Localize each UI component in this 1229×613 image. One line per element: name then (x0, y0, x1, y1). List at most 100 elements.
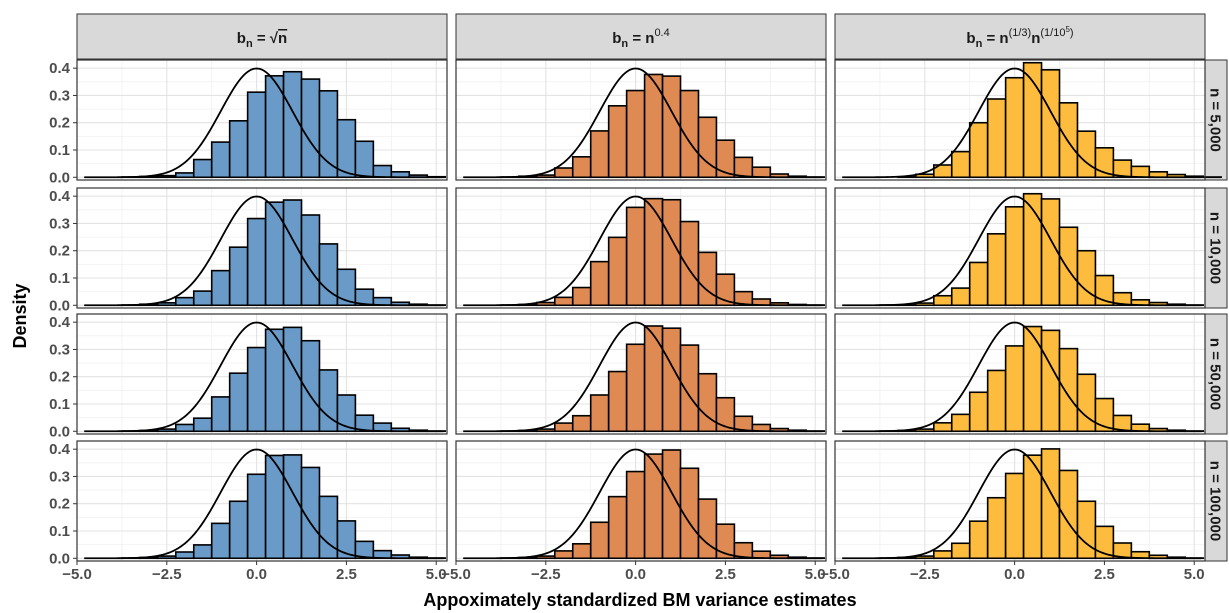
y-tick-label: 0.4 (49, 441, 71, 458)
histogram-bar (715, 273, 736, 307)
histogram-bar (589, 130, 610, 179)
panel-border (76, 440, 448, 562)
histogram-bar (174, 172, 195, 179)
histogram-bar (625, 470, 646, 560)
panel (455, 187, 827, 309)
panel (76, 440, 448, 562)
histogram-bar (192, 417, 213, 433)
x-tick-label: 0.0 (246, 566, 267, 583)
y-tick-label: 0.0 (49, 297, 70, 314)
panel-border (76, 313, 448, 435)
normal-density-curve (842, 321, 1202, 433)
histogram-bar (679, 220, 700, 307)
x-tick-label: −2.5 (531, 566, 561, 583)
histogram-bar (1112, 414, 1133, 433)
histogram-bar (318, 90, 339, 179)
panel (834, 187, 1206, 309)
y-tick-label: 0.4 (49, 188, 71, 205)
histogram-bar (679, 344, 700, 433)
y-tick-label: 0.2 (49, 496, 70, 513)
histogram-bar (553, 296, 574, 307)
y-tick-label: 0.1 (49, 523, 70, 540)
strip-sub: n (621, 38, 628, 50)
normal-density-curve (842, 448, 1202, 560)
histogram-bar (174, 423, 195, 433)
row-strip-label: n = 10,000 (1207, 212, 1224, 284)
panel-border (76, 59, 448, 181)
histogram-bar (571, 156, 592, 179)
histogram-bar (932, 294, 953, 307)
x-tick-label: 5.0 (1184, 566, 1205, 583)
histogram-bar (228, 246, 249, 307)
histogram-bar (174, 296, 195, 307)
column-strip-label: bn = n(1/3)n(1/105) (966, 25, 1073, 50)
x-tick-label: −2.5 (910, 566, 940, 583)
histogram-bar (246, 91, 267, 179)
histogram-bar (915, 555, 935, 560)
normal-density-curve (84, 321, 444, 433)
histogram-bar (336, 520, 357, 560)
histogram-bar (643, 453, 664, 560)
histogram-bar (697, 251, 718, 307)
histogram-bar (1004, 345, 1025, 433)
histogram-bar (157, 428, 177, 433)
strip-eq: = (253, 30, 270, 47)
histogram-bar (553, 550, 574, 560)
x-tick-label: 2.5 (336, 566, 357, 583)
histogram-bar (986, 98, 1007, 179)
histogram-bar (1022, 325, 1043, 433)
panel-border (834, 59, 1206, 181)
x-tick-label: 2.5 (715, 566, 736, 583)
strip-sup: 0.4 (654, 27, 669, 39)
x-tick-label: −5.0 (441, 566, 471, 583)
y-tick-label: 0.4 (49, 60, 71, 77)
histogram-bar (968, 391, 989, 433)
x-tick-label: −5.0 (820, 566, 850, 583)
y-tick-label: 0.3 (49, 215, 70, 232)
histogram-bar (643, 197, 664, 307)
x-tick-label: 0.0 (1004, 566, 1025, 583)
panel (834, 59, 1222, 181)
histogram-bar (915, 428, 935, 433)
histogram-bar (1058, 102, 1079, 179)
histogram-bar (715, 396, 736, 433)
histogram-bar (210, 522, 231, 560)
histogram-bar (607, 236, 628, 307)
x-tick-label: 2.5 (1094, 566, 1115, 583)
y-tick-label: 0.2 (49, 115, 70, 132)
histogram-bar (661, 327, 682, 433)
histogram-bar (1004, 76, 1025, 179)
y-tick-label: 0.4 (49, 314, 71, 331)
histogram-bar (246, 473, 267, 560)
strip-sub: n (976, 38, 983, 50)
histogram-bar (210, 396, 231, 433)
y-tick-label: 0.2 (49, 243, 70, 260)
histogram-bar (679, 89, 700, 179)
strip-base1: n (999, 30, 1008, 47)
y-tick-label: 0.2 (49, 369, 70, 386)
histogram-bar (950, 287, 971, 307)
histogram-bar (986, 369, 1007, 433)
histogram-bar (950, 413, 971, 433)
panel (76, 187, 448, 309)
x-tick-label: 5.0 (805, 566, 826, 583)
panel-border (834, 187, 1206, 309)
column-strip (76, 13, 448, 60)
y-tick-label: 0.1 (49, 142, 70, 159)
histogram-bar (607, 370, 628, 433)
column-strip-label: bn = √n (237, 30, 287, 50)
strip-sup2b: ) (1070, 27, 1074, 39)
histogram-bar (751, 166, 772, 179)
histogram-bar (282, 199, 303, 307)
column-strip (455, 13, 827, 60)
x-axis-title: Appoximately standardized BM variance es… (423, 590, 856, 610)
row-strip-label: n = 50,000 (1207, 338, 1224, 410)
normal-density-curve (463, 448, 823, 560)
histogram-bar (589, 521, 610, 560)
histogram-bar (589, 394, 610, 433)
histogram-bar (210, 141, 231, 179)
histogram-bar (643, 325, 664, 433)
panel-border (834, 313, 1206, 435)
strip-b: b (237, 30, 246, 47)
panel-border (455, 59, 827, 181)
